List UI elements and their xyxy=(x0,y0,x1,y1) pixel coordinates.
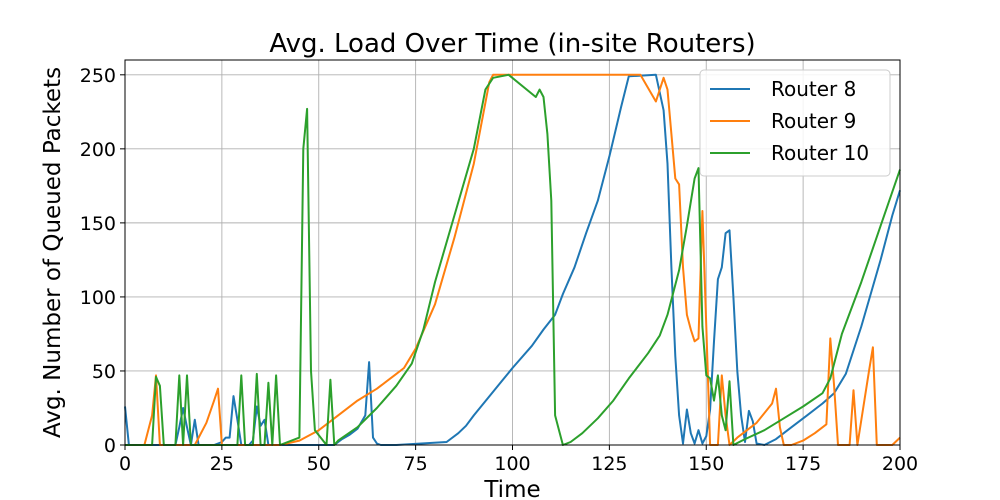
legend-label: Router 10 xyxy=(771,141,869,165)
y-tick-label: 100 xyxy=(80,287,116,309)
legend: Router 8 Router 9 Router 10 xyxy=(699,69,891,177)
x-tick-label: 0 xyxy=(119,453,131,475)
x-axis-title: Time xyxy=(483,477,540,500)
legend-label: Router 9 xyxy=(771,109,856,133)
series-layer xyxy=(124,73,901,446)
y-axis-title: Avg. Number of Queued Packets xyxy=(40,67,66,438)
y-tick-label: 200 xyxy=(80,139,116,161)
chart-title: Avg. Load Over Time (in-site Routers) xyxy=(269,29,755,59)
y-tick-label: 50 xyxy=(92,361,116,383)
series-line-3 xyxy=(125,73,901,446)
x-tick-label: 175 xyxy=(785,453,821,475)
x-tick-label: 200 xyxy=(882,453,918,475)
y-tick-label: 150 xyxy=(80,213,116,235)
y-tick-label: 250 xyxy=(80,65,116,87)
x-tick-label: 125 xyxy=(591,453,627,475)
axis-ticks: 0 25 50 75 100 125 150 175 200 0 50 100 150 200 250 xyxy=(80,65,918,475)
x-tick-label: 75 xyxy=(404,453,428,475)
x-tick-label: 50 xyxy=(307,453,331,475)
y-tick-label: 0 xyxy=(104,435,116,457)
legend-box xyxy=(699,69,891,177)
x-tick-label: 100 xyxy=(494,453,530,475)
x-tick-label: 25 xyxy=(210,453,234,475)
legend-label: Router 8 xyxy=(771,77,856,101)
x-tick-label: 150 xyxy=(688,453,724,475)
